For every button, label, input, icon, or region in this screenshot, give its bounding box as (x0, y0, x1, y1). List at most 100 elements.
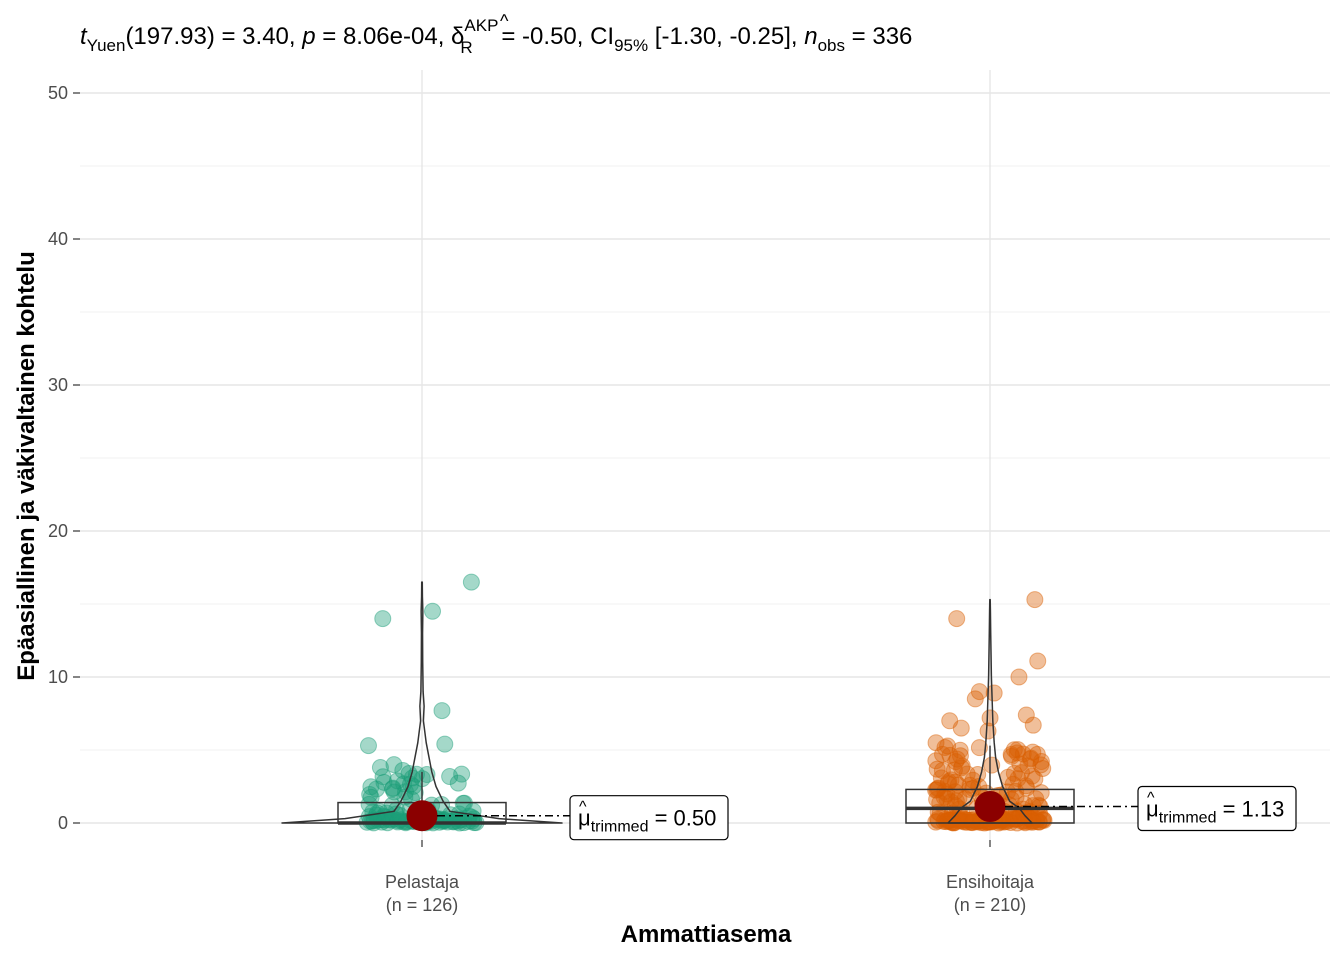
data-point (945, 761, 963, 779)
mu-hat: ^ (579, 799, 587, 816)
violin (281, 581, 563, 824)
x-axis: Pelastaja (n = 126) Ensihoitaja (n = 210) (385, 840, 1035, 915)
data-point (406, 784, 424, 802)
outlier-point (436, 735, 454, 753)
delta-hat: ^ (500, 11, 509, 31)
data-point (1035, 811, 1053, 829)
data-point (1033, 811, 1051, 829)
data-point (933, 762, 951, 780)
data-point (364, 803, 382, 821)
data-point (944, 811, 962, 829)
data-point (958, 765, 976, 783)
outlier-point (433, 702, 451, 720)
y-axis: 0 10 20 30 40 50 (48, 83, 80, 833)
data-point (454, 794, 472, 812)
data-point (1016, 811, 1034, 829)
data-point (970, 739, 988, 757)
y-tick-label: 10 (48, 667, 68, 687)
data-point (362, 778, 380, 796)
data-point (1019, 757, 1037, 775)
outlier-point (1010, 668, 1028, 686)
violins (281, 581, 1033, 824)
trimmed-mean-point (974, 791, 1006, 823)
data-point (363, 812, 381, 830)
outlier-point (371, 759, 389, 777)
data-point (1032, 756, 1050, 774)
x-axis-title: Ammattiasema (621, 921, 792, 948)
y-tick-label: 0 (58, 813, 68, 833)
data-point (375, 773, 393, 791)
data-point (1023, 812, 1041, 830)
data-point (929, 812, 947, 830)
data-point (942, 771, 960, 789)
data-point (1023, 767, 1041, 785)
data-point (927, 752, 945, 770)
x-tick-n-label: (n = 126) (386, 895, 459, 915)
outlier-point (927, 734, 945, 752)
data-point (1009, 770, 1027, 788)
data-point (998, 812, 1016, 830)
outlier-point (1029, 652, 1047, 670)
data-point (463, 812, 481, 830)
data-point (1018, 779, 1036, 797)
data-point (936, 738, 954, 756)
outlier-point (981, 709, 999, 727)
data-point (1005, 764, 1023, 782)
data-point (1007, 782, 1025, 800)
data-point (928, 760, 946, 778)
data-point (954, 812, 972, 830)
data-point (964, 771, 982, 789)
data-point (1028, 745, 1046, 763)
y-tick-label: 40 (48, 229, 68, 249)
data-point (959, 811, 977, 829)
data-point (951, 741, 969, 759)
trimmed-mean-label: μtrimmed = 0.50 (578, 806, 716, 836)
y-axis-title: Epäasiallinen ja väkivaltainen kohtelu (13, 251, 40, 681)
data-point (1024, 743, 1042, 761)
outlier-point (952, 719, 970, 737)
data-point (956, 811, 974, 829)
data-point (946, 783, 964, 801)
outlier-point (1026, 591, 1044, 609)
outlier-point (385, 756, 403, 774)
data-point (952, 759, 970, 777)
data-point (1034, 759, 1052, 777)
trimmed-mean-label-box (569, 795, 729, 841)
data-point (1003, 747, 1021, 765)
outlier-point (948, 610, 966, 628)
data-point (449, 774, 467, 792)
data-point (360, 795, 378, 813)
outlier-point (966, 690, 984, 708)
y-tick-label: 20 (48, 521, 68, 541)
outlier-point (1024, 716, 1042, 734)
data-point (958, 813, 976, 831)
data-point (939, 812, 957, 830)
data-point (441, 768, 459, 786)
data-point (997, 813, 1015, 831)
data-point (962, 813, 980, 831)
data-point (385, 783, 403, 801)
data-point (929, 779, 947, 797)
data-point (943, 813, 961, 831)
data-point (1016, 813, 1034, 831)
data-point (1022, 749, 1040, 767)
data-point (934, 745, 952, 763)
data-point (953, 757, 971, 775)
outlier-point (1017, 706, 1035, 724)
x-tick-label: Ensihoitaja (946, 872, 1035, 892)
data-point (940, 812, 958, 830)
data-point (952, 812, 970, 830)
y-tick-label: 30 (48, 375, 68, 395)
data-point (937, 813, 955, 831)
data-point (1008, 744, 1026, 762)
data-point (1009, 741, 1027, 759)
data-point (1013, 764, 1031, 782)
y-tick-label: 50 (48, 83, 68, 103)
data-point (939, 811, 957, 829)
data-point (939, 737, 957, 755)
x-tick-n-label: (n = 210) (954, 895, 1027, 915)
data-point (927, 813, 945, 831)
outlier-point (374, 610, 392, 628)
data-point (1024, 812, 1042, 830)
data-point (951, 747, 969, 765)
